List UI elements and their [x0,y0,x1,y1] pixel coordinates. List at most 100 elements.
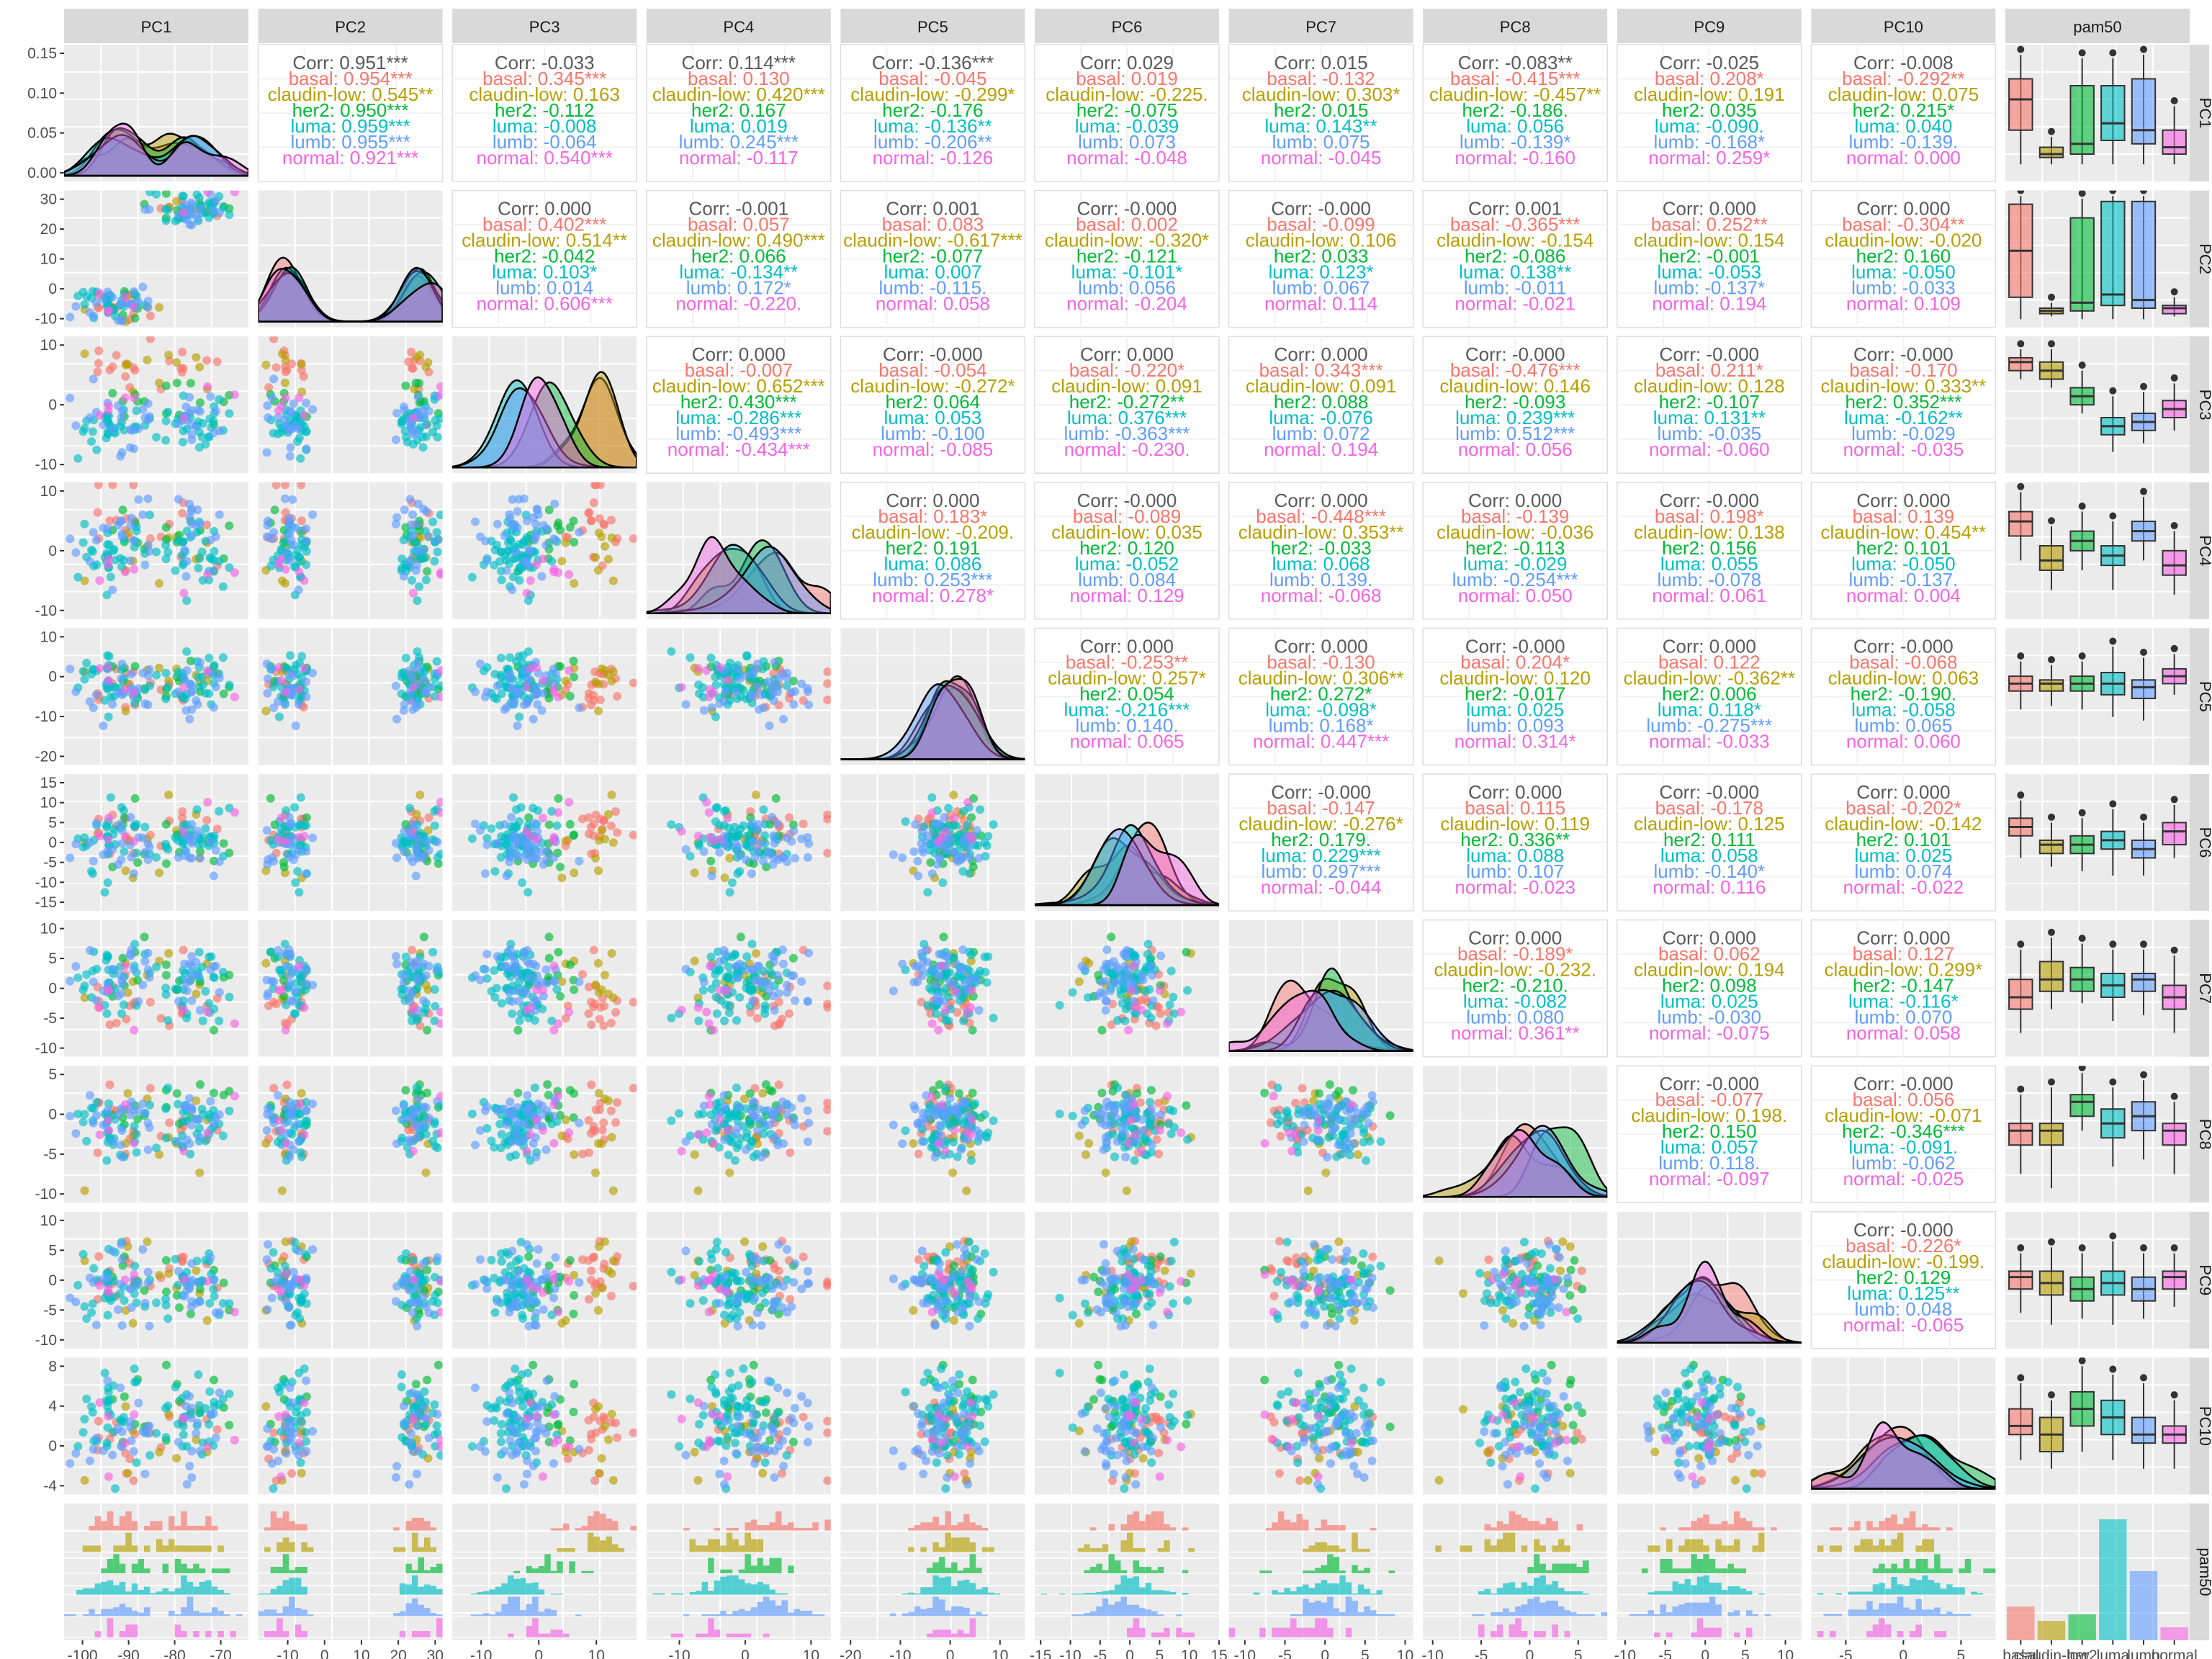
scatter-point-PC8-PC3 [476,1126,485,1135]
scatter-point-PC4-PC2 [408,531,418,540]
scatter-point-PC8-PC3 [508,1137,517,1146]
corr-label-PC7-PC9-her2: her2: 0.098 [1662,975,1757,997]
scatter-point-PC7-PC1 [179,1005,189,1015]
scatter-point-PC7-PC3 [492,984,501,993]
scatter-point-PC3-PC2 [407,347,416,356]
scatter-point-PC5-PC1 [104,675,113,685]
scatter-point-PC5-PC3 [537,706,547,715]
scatter-point-PC6-PC3 [547,806,557,816]
scatter-point-PC3-PC2 [297,360,306,369]
scatter-point-PC8-PC1 [93,1148,102,1157]
corr-label-PC7-PC10-luma: luma: -0.116* [1848,991,1959,1012]
right-strip-label-pam50: pam50 [2196,1547,2212,1596]
box-outlier-PC4-normal [2170,522,2178,530]
corr-label-PC2-PC8-corr: Corr: 0.001 [1468,198,1562,220]
corr-label-PC2-PC7-corr: Corr: -0.000 [1271,198,1371,220]
scatter-point-PC8-PC3 [531,1152,541,1161]
scatter-point-PC5-PC3 [595,695,605,704]
scatter-point-PC7-PC3 [482,950,492,958]
scatter-point-PC5-PC3 [539,688,548,698]
corr-label-PC3-PC7-basal: basal: 0.343*** [1259,359,1383,381]
scatter-point-PC7-PC2 [286,950,295,958]
scatter-point-PC3-PC2 [302,427,311,436]
box-outlier-PC3-claudin-low [2048,340,2055,348]
scatter-point-PC2-PC1 [99,295,108,304]
box-outlier-PC6-claudin-low [2048,813,2055,821]
scatter-point-PC5-PC1 [66,665,75,673]
scatter-point-PC8-PC7 [1309,1096,1318,1105]
corr-label-PC1-PC2-lumb: lumb: 0.955*** [290,131,410,153]
corr-label-PC2-PC9-corr: Corr: 0.000 [1663,198,1756,220]
scatter-point-PC4-PC3 [493,519,502,529]
corr-label-PC3-PC4-lumb: lumb: -0.493*** [675,423,801,444]
scatter-point-PC8-PC3 [505,1152,515,1161]
scatter-point-PC4-PC2 [284,513,294,523]
corr-label-PC1-PC6-basal: basal: 0.019 [1076,68,1178,89]
scatter-point-PC2-PC1 [145,311,155,320]
scatter-point-PC3-PC1 [125,443,135,452]
scatter-point-PC6-PC2 [422,837,431,846]
scatter-point-PC8-PC1 [138,1100,148,1108]
scatter-point-PC5-PC2 [276,675,286,685]
scatter-point-PC7-PC4 [750,976,760,986]
scatter-point-PC3-PC2 [391,435,400,444]
scatter-point-PC6-PC1 [108,845,117,854]
scatter-point-PC7-PC5 [923,1001,932,1010]
corr-label-PC6-PC10-basal: basal: -0.202* [1845,797,1961,819]
scatter-point-PC3-PC1 [121,372,130,381]
scatter-point-PC2-PC1 [152,190,161,199]
scatter-point-PC6-PC5 [927,869,937,878]
scatter-point-PC5-PC2 [406,696,415,705]
scatter-point-PC4-PC2 [424,532,433,541]
corr-label-PC6-PC7-claudin-low: claudin-low: -0.276* [1238,813,1403,835]
scatter-point-PC8-PC1 [103,1106,112,1115]
corr-label-PC2-PC4-luma: luma: -0.134** [679,261,798,283]
scatter-point-PC5-PC1 [114,688,123,698]
scatter-point-PC4-PC2 [300,576,309,585]
scatter-point-PC5-PC4 [779,714,788,724]
scatter-point-PC8-PC3 [543,1080,552,1089]
density-PC7-luma [1228,989,1413,1052]
scatter-point-PC8-PC2 [408,1110,417,1119]
scatter-point-PC8-PC2 [297,1089,306,1098]
scatter-point-PC3-PC2 [261,360,271,369]
scatter-point-PC8-PC3 [557,1131,567,1141]
scatter-point-PC7-PC4 [721,950,730,958]
scatter-point-PC8-PC1 [196,1080,204,1089]
corr-label-PC2-PC8-her2: her2: -0.086 [1465,246,1565,267]
scatter-point-PC6-PC1 [143,855,153,864]
scatter-point-PC8-PC1 [211,1113,220,1123]
scatter-point-PC5-PC4 [823,667,831,676]
scatter-point-PC3-PC2 [408,364,417,373]
scatter-point-PC5-PC4 [704,693,714,701]
corr-label-PC2-PC5-her2: her2: -0.077 [882,246,983,267]
density-PC5-lumb [840,683,1025,760]
scatter-point-PC3-PC1 [145,336,155,343]
corr-label-PC2-PC9-her2: her2: -0.001 [1659,246,1760,267]
scatter-point-PC7-PC2 [266,947,276,956]
scatter-point-PC5-PC3 [529,714,538,724]
scatter-point-PC8-PC3 [549,1112,558,1121]
scatter-point-PC7-PC6 [1143,950,1152,959]
scatter-point-PC4-PC2 [432,528,441,537]
scatter-point-PC5-PC4 [719,697,729,706]
scatter-point-PC7-PC6 [1107,1020,1116,1030]
corr-label-PC3-PC8-basal: basal: -0.476*** [1450,359,1581,381]
scatter-point-PC6-PC5 [944,804,953,813]
scatter-point-PC5-PC3 [565,666,574,675]
scatter-point-PC4-PC1 [130,542,139,552]
scatter-point-PC6-PC2 [284,853,294,862]
scatter-point-PC8-PC3 [611,1118,620,1127]
scatter-point-PC4-PC1 [118,505,127,515]
scatter-point-PC5-PC1 [210,661,219,670]
scatter-point-PC4-PC1 [89,528,98,537]
scatter-point-PC5-PC1 [85,697,94,706]
scatter-point-PC6-PC1 [102,822,112,832]
scatter-point-PC7-PC3 [554,948,563,957]
box-outlier-PC6-basal [2017,791,2025,799]
corr-label-PC4-PC8-corr: Corr: 0.000 [1468,490,1562,511]
scatter-point-PC8-PC1 [91,1111,101,1120]
scatter-point-PC3-PC1 [78,427,88,436]
scatter-point-PC5-PC2 [284,670,294,679]
scatter-point-PC5-PC4 [770,681,779,691]
